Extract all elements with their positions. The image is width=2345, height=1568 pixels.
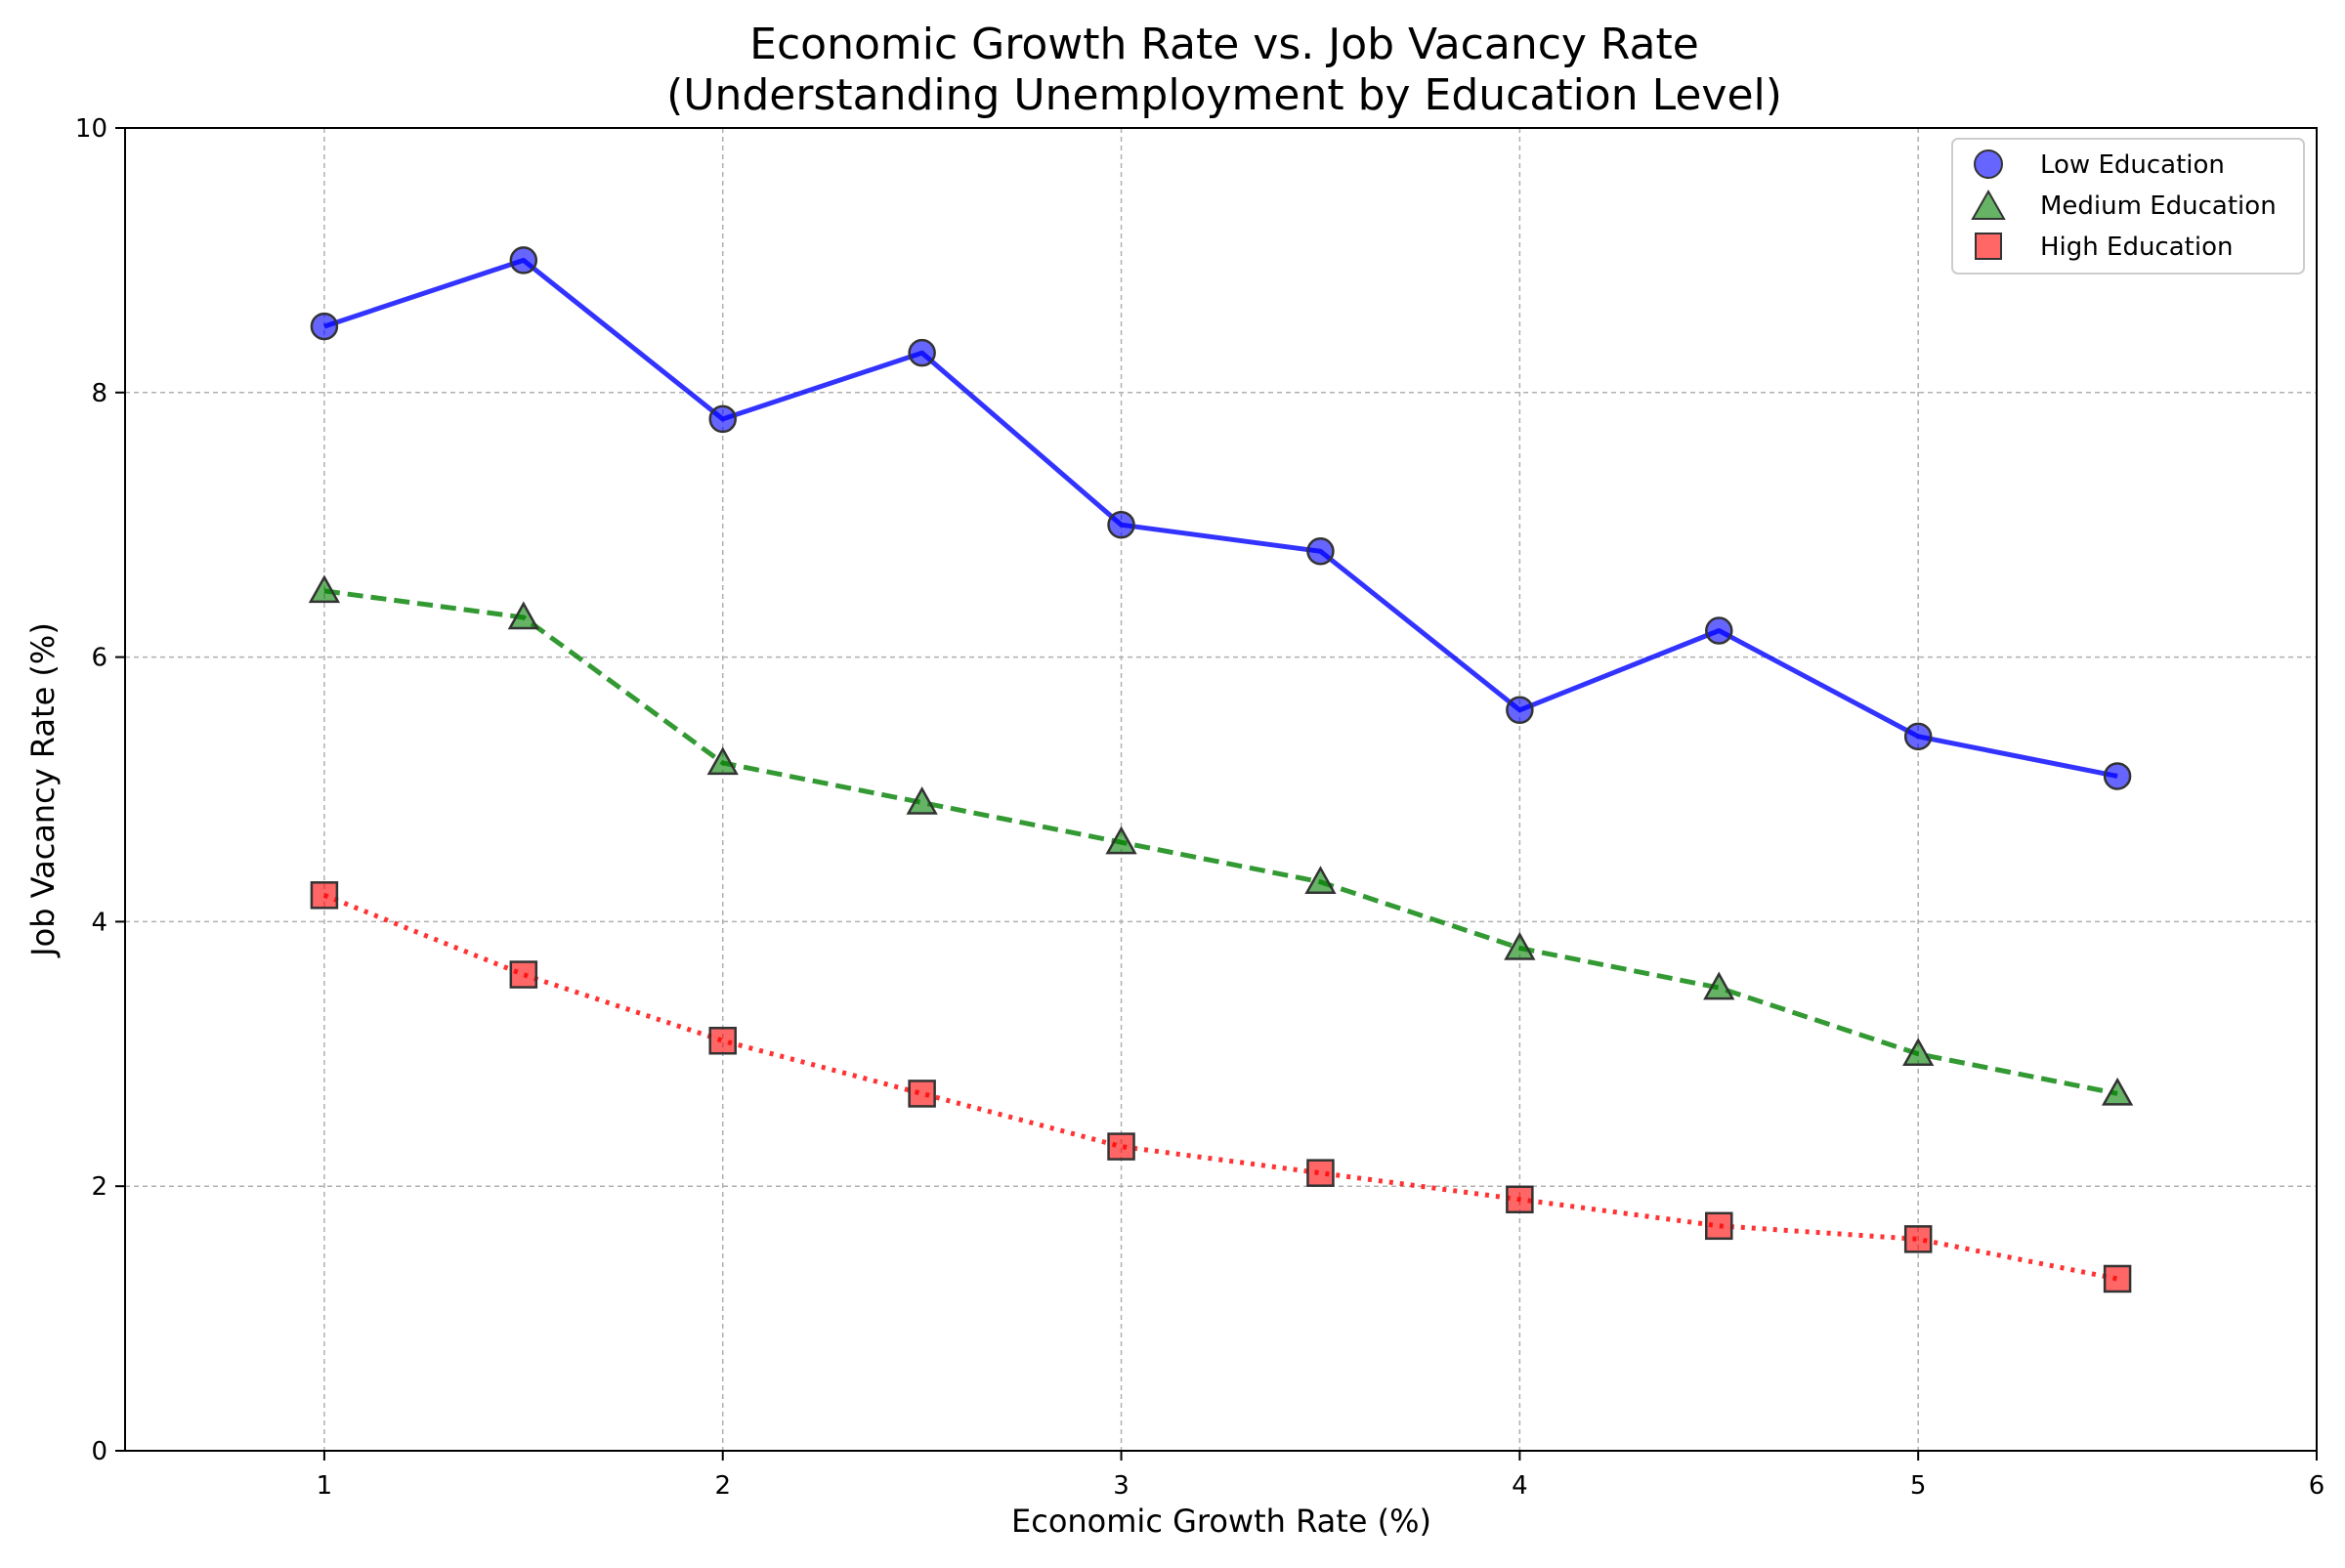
data-point-high-education — [310, 881, 339, 910]
series-line-high-education — [322, 892, 2118, 1282]
x-tick-label: 5 — [1910, 1471, 1927, 1501]
grid-lines — [125, 128, 2317, 1451]
x-tick-label: 2 — [714, 1471, 731, 1501]
x-tick-label: 6 — [2309, 1471, 2325, 1501]
y-tick-label: 2 — [91, 1172, 107, 1202]
y-axis-label: Job Vacancy Rate (%) — [24, 622, 62, 958]
legend-entry-medium-education: Medium Education — [1971, 189, 2277, 221]
data-point-high-education — [1506, 1185, 1534, 1213]
legend-circle-marker — [1974, 149, 2003, 179]
legend-label-high-education: High Education — [2040, 233, 2233, 262]
data-point-medium-education — [1105, 826, 1137, 855]
data-point-high-education — [509, 960, 538, 989]
data-point-medium-education — [2101, 1077, 2134, 1106]
data-point-medium-education — [308, 574, 341, 604]
y-tick-label: 8 — [91, 379, 107, 408]
chart-title-line-1: Economic Growth Rate vs. Job Vacancy Rat… — [749, 20, 1699, 69]
data-point-low-education — [2103, 762, 2132, 790]
data-point-high-education — [1107, 1132, 1135, 1161]
legend-entry-low-education: Low Education — [1974, 149, 2225, 180]
y-tick-label: 0 — [91, 1437, 107, 1466]
data-point-medium-education — [1902, 1038, 1935, 1067]
series-line-medium-education — [323, 588, 2118, 1096]
legend-square-marker — [1975, 233, 2002, 260]
data-point-medium-education — [1703, 971, 1735, 1000]
data-markers — [308, 246, 2134, 1293]
x-axis-label: Economic Growth Rate (%) — [1011, 1503, 1431, 1540]
data-point-low-education — [708, 404, 737, 434]
legend-frame — [1951, 138, 2305, 275]
legend: Low Education Medium Education High Educ… — [1951, 138, 2305, 275]
data-point-medium-education — [906, 785, 938, 815]
series-lines — [322, 257, 2118, 1282]
y-tick-label: 10 — [75, 114, 107, 144]
data-point-low-education — [509, 246, 538, 275]
data-point-high-education — [908, 1080, 936, 1108]
data-point-high-education — [2103, 1264, 2132, 1293]
chart-title-line-2: (Understanding Unemployment by Education… — [666, 70, 1782, 120]
y-tick-label: 4 — [91, 908, 107, 937]
data-point-low-education — [1107, 510, 1135, 539]
data-point-medium-education — [507, 601, 539, 630]
data-point-high-education — [1705, 1211, 1733, 1241]
data-point-medium-education — [1304, 866, 1337, 895]
data-point-low-education — [1903, 722, 1933, 751]
data-point-high-education — [708, 1027, 737, 1055]
axis-ticks: 1 2 3 4 5 6 0 2 4 6 8 10 — [75, 114, 2324, 1501]
legend-label-low-education: Low Education — [2040, 150, 2225, 180]
data-point-high-education — [1306, 1159, 1335, 1187]
data-point-low-education — [1306, 537, 1335, 566]
data-point-low-education — [310, 312, 339, 341]
data-point-low-education — [1705, 616, 1733, 645]
data-point-low-education — [1506, 696, 1534, 725]
data-point-high-education — [1903, 1225, 1933, 1253]
data-point-low-education — [908, 338, 936, 367]
y-tick-label: 6 — [91, 644, 107, 673]
series-line-low-education — [323, 257, 2118, 779]
x-tick-label: 4 — [1512, 1471, 1528, 1501]
x-tick-label: 3 — [1113, 1471, 1130, 1501]
x-tick-label: 1 — [317, 1471, 333, 1501]
legend-triangle-marker — [1971, 189, 2006, 220]
legend-entry-high-education: High Education — [1975, 233, 2233, 262]
plot-frame — [124, 127, 2318, 1452]
data-point-medium-education — [1504, 931, 1536, 960]
data-point-medium-education — [706, 746, 739, 776]
legend-label-medium-education: Medium Education — [2040, 191, 2277, 221]
